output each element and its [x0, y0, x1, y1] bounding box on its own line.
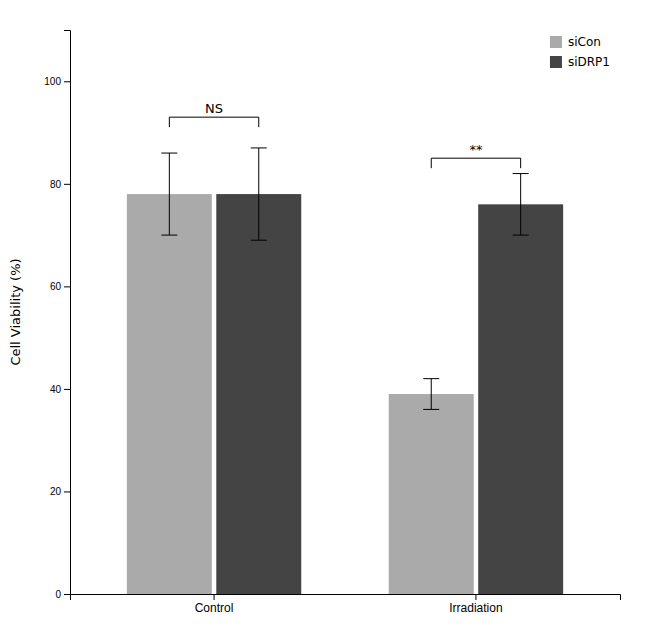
error-bar	[423, 379, 439, 410]
y-tick-mark	[64, 594, 70, 595]
significance-bracket	[431, 158, 520, 168]
error-bar-line	[513, 174, 529, 236]
y-tick: 60	[50, 281, 70, 292]
y-tick: 0	[55, 589, 70, 600]
bar	[127, 194, 212, 594]
series	[216, 148, 563, 594]
y-tick-label: 60	[50, 281, 62, 292]
x-axis: Control Irradiation	[71, 594, 621, 615]
y-tick: 20	[50, 486, 70, 497]
chart: 020406080100ControlIrradiationNS**siCons…	[0, 0, 650, 644]
y-tick-mark	[64, 184, 70, 185]
y-tick: 40	[50, 384, 70, 395]
x-tick: Control	[195, 594, 234, 615]
y-tick-label: 100	[44, 76, 61, 87]
y-tick-mark	[64, 389, 70, 390]
y-tick-mark	[64, 491, 70, 492]
y-tick-label: 80	[50, 179, 62, 190]
bar	[216, 194, 301, 594]
annotations: NS **	[169, 101, 520, 168]
series	[127, 153, 474, 594]
annotation: **	[469, 142, 483, 157]
y-axis-title: Cell Viability (%)	[8, 258, 23, 365]
plot: 020406080100ControlIrradiationNS**siCons…	[44, 31, 620, 615]
x-tick: Irradiation	[449, 594, 502, 615]
legend-label: siCon	[568, 35, 601, 49]
y-axis: 0 20 40 60 80 100	[44, 31, 70, 600]
error-bar-line	[161, 153, 177, 235]
y-tick: 100	[44, 76, 70, 87]
x-tick-mark	[214, 594, 215, 600]
y-tick-label: 40	[50, 384, 62, 395]
x-tick-mark	[475, 594, 476, 600]
annotation: NS	[205, 101, 223, 116]
x-axis-line	[71, 595, 621, 601]
y-axis-line	[64, 31, 71, 595]
y-tick-mark	[64, 286, 70, 287]
legend-swatch	[550, 36, 562, 48]
legend: siCon siDRP1	[550, 35, 610, 69]
x-tick-label: Control	[195, 601, 234, 615]
error-bar-line	[423, 379, 439, 410]
significance-bracket	[169, 117, 258, 127]
legend-swatch	[550, 56, 562, 68]
error-bar	[513, 174, 529, 236]
legend-item: siDRP1	[550, 55, 610, 69]
legend-label: siDRP1	[568, 55, 610, 69]
bar	[389, 394, 474, 594]
y-tick-label: 0	[55, 589, 61, 600]
x-tick-label: Irradiation	[449, 601, 502, 615]
error-bar	[161, 153, 177, 235]
y-tick: 80	[50, 179, 70, 190]
bar	[478, 204, 563, 594]
error-bar	[251, 148, 267, 240]
y-tick-label: 20	[50, 486, 62, 497]
y-tick-mark	[64, 81, 70, 82]
legend-item: siCon	[550, 35, 601, 49]
error-bar-line	[251, 148, 267, 240]
marks	[127, 148, 563, 594]
